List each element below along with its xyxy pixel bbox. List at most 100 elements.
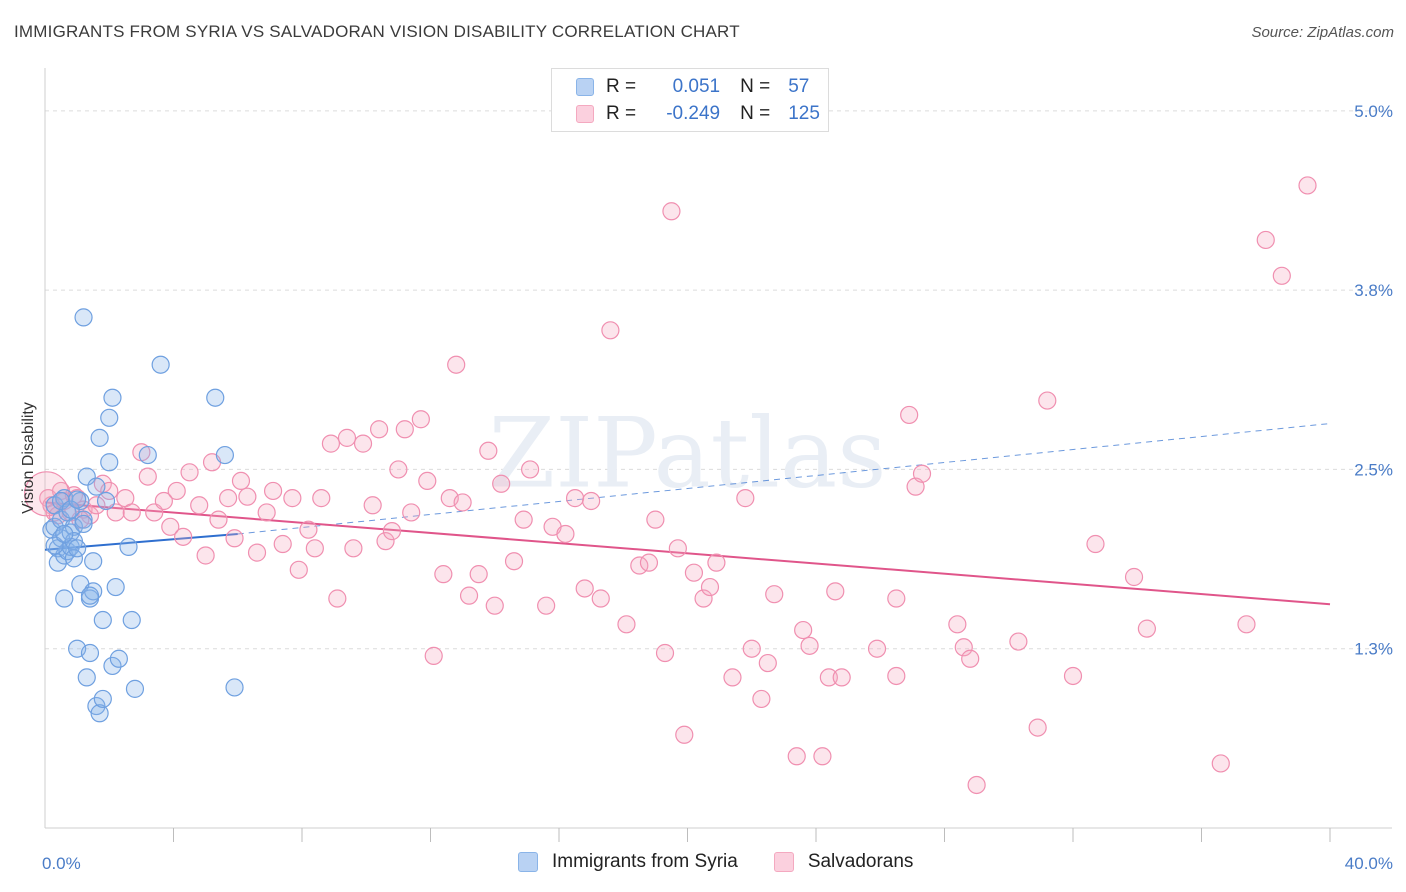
syria-point [225,678,244,697]
salvadoran-point [402,503,421,522]
salvadoran-point [283,489,302,508]
syria-point [45,517,64,536]
salvadoran-point [565,489,585,508]
syria-point [68,539,87,558]
syria-point [90,428,109,447]
salvadoran-point [961,649,980,668]
salvadoran-point [617,615,636,634]
syria-point [74,510,93,529]
salvadoran-point [1124,567,1144,587]
syria-point [80,586,100,605]
salvadoran-point [694,589,713,608]
salvadoran-point [424,646,443,665]
salvadoran-legend-swatch [773,852,794,872]
syria-point [74,514,93,534]
salvadoran-point [954,638,973,657]
salvadoran-point [556,524,575,544]
y-tick-label: 2.5% [1354,460,1393,479]
salvadoran-point [707,553,726,572]
salvadoran-point [174,527,193,546]
source-label: Source: ZipAtlas.com [1251,24,1394,41]
salvadoran-point [370,420,389,439]
salvadoran-point [813,747,832,766]
legend-label-salvadoran: Salvadorans [807,851,914,872]
salvadoran-point [418,471,437,491]
salvadoran-point [668,539,687,558]
legend-row-salvadoran: R = -0.249 N = 125 [576,102,820,126]
salvadoran-point [469,565,488,584]
syria-point [103,388,122,407]
salvadoran-point [887,589,906,608]
salvadoran-point [1237,615,1256,634]
syria-point [100,453,119,472]
salvadoran-point [190,496,209,515]
salvadoran-point [305,539,324,558]
salvadoran-trend-line [44,501,1331,606]
salvadoran-point [273,534,292,554]
salvadoran-point [675,725,694,744]
salvadoran-point [967,775,986,795]
salvadoran-point [867,639,887,658]
salvadoran-point [1211,754,1230,773]
salvadoran-point [646,510,665,529]
salvadoran-point [1137,619,1156,638]
syria-point [206,388,225,407]
syria-point [93,610,112,630]
chart-title: IMMIGRANTS FROM SYRIA VS SALVADORAN VISI… [14,22,740,41]
salvadoran-point [723,668,742,687]
salvadoran-point [948,615,967,634]
legend-row-syria: R = 0.051 N = 57 [576,75,809,99]
syria-point [68,490,87,509]
salvadoran-point [447,355,466,374]
watermark-text: ZIPatlas [489,398,887,510]
syria-point [106,577,125,597]
syria-point [87,477,106,496]
salvadoran-point [219,489,238,508]
salvadoran-point [299,520,318,539]
salvadoran-point [337,428,357,447]
series-legend: Immigrants from Syria Salvadorans [518,851,949,873]
r-label: R = [606,76,637,97]
salvadoran-point [752,689,771,709]
axes [44,68,1392,842]
syria-point [55,524,74,544]
salvadoran-point [196,546,215,565]
salvadoran-point [321,434,341,453]
salvadoran-point [479,441,498,460]
salvadoran-point [154,491,173,511]
salvadoran-point [537,596,556,615]
n-value: 57 [788,76,810,97]
watermark: ZIPatlas [489,398,887,510]
salvadoran-point [1256,230,1275,250]
salvadoran-point [238,487,257,506]
syria-point [215,445,234,465]
salvadoran-point [344,539,363,558]
y-tick-label: 1.3% [1354,640,1393,659]
salvadoran-point [639,553,659,572]
syria-point [100,408,119,427]
salvadoran-point [24,471,70,517]
salvadoran-point [395,420,414,439]
salvadoran-point [353,434,373,453]
salvadoran-point [700,577,720,597]
salvadoran-point [601,321,620,340]
y-axis-title: Vision Disability [20,402,37,514]
salvadoran-point [1028,718,1047,737]
salvadoran-point [209,510,228,529]
salvadoran-point [1298,176,1317,195]
n-label: N = [740,103,771,124]
salvadoran-point [900,405,919,425]
syria-trend-line [44,532,238,551]
salvadoran-point [363,496,382,515]
salvadoran-point [662,202,681,221]
salvadoran-point [312,489,331,508]
salvadoran-point [1086,534,1105,554]
salvadoran-point [800,636,819,655]
salvadoran-point [684,563,704,582]
salvadoran-point [328,589,347,608]
syria-point [125,679,145,698]
salvadoran-point [389,460,408,479]
salvadoran-point [655,643,675,663]
salvadoran-point [138,467,157,486]
salvadoran-point [520,460,540,479]
